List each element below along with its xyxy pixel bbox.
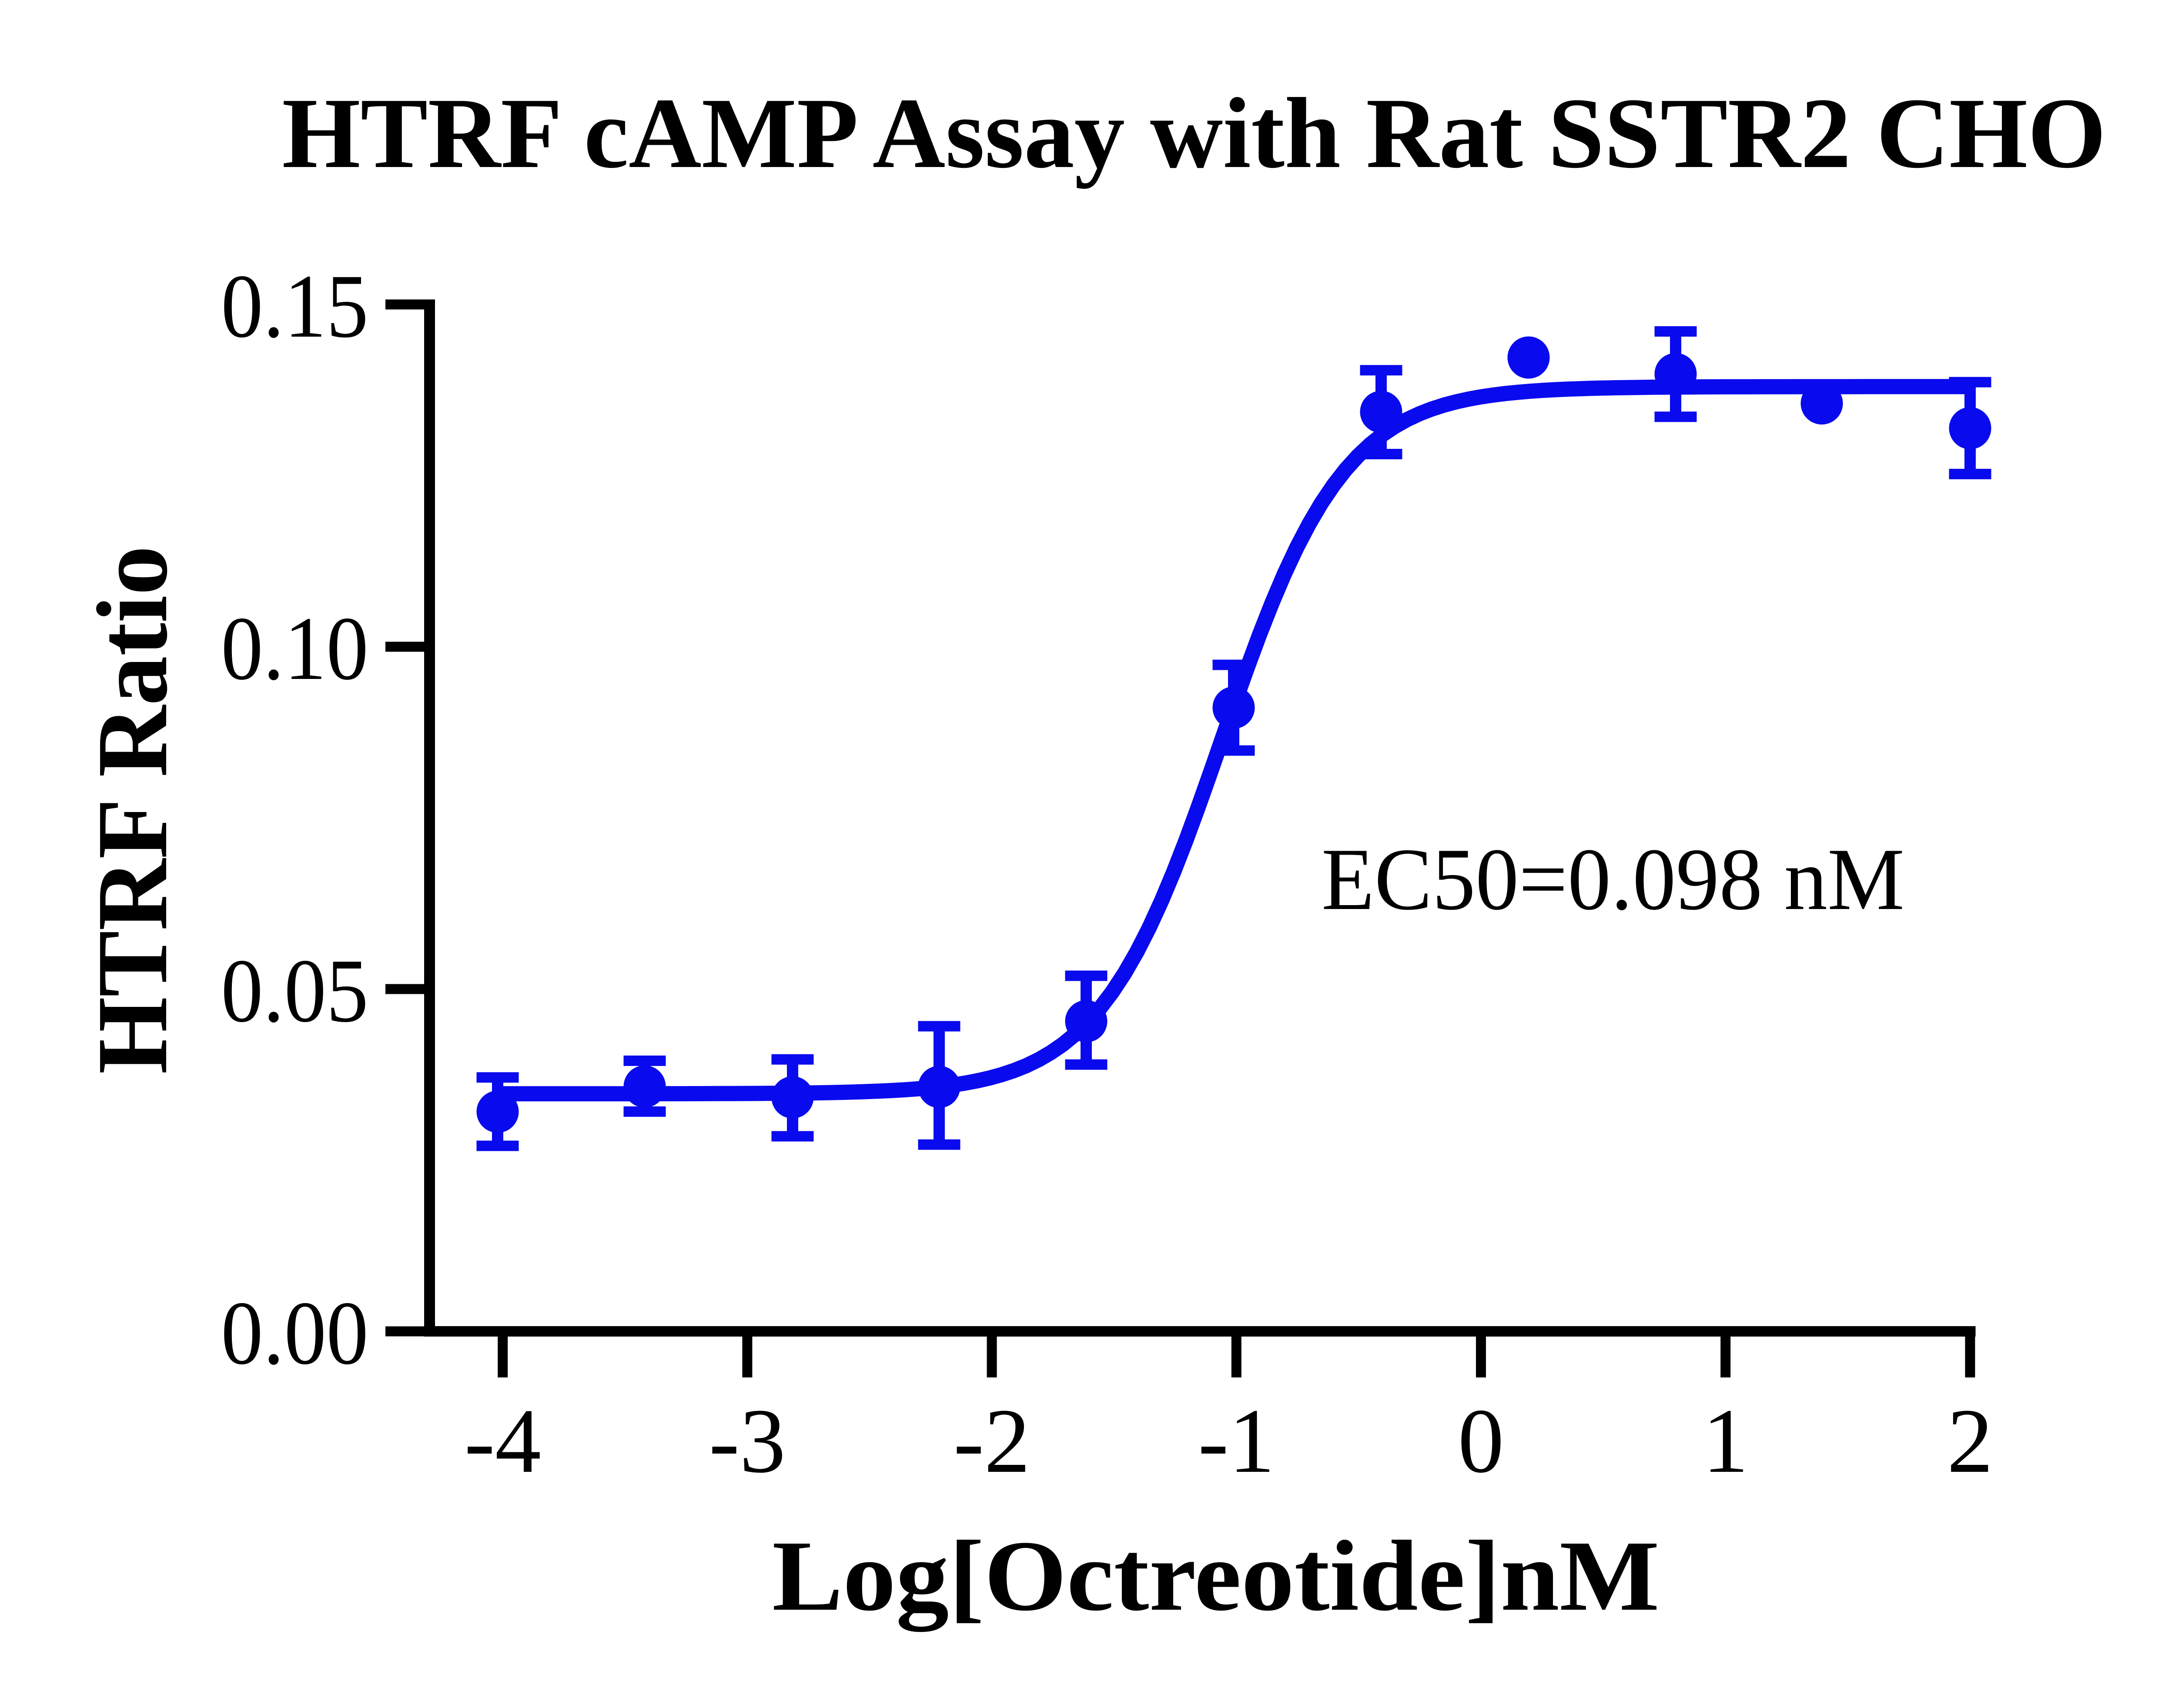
svg-text:-3: -3 [709,1390,786,1492]
svg-text:-1: -1 [1198,1390,1275,1492]
svg-text:0.05: 0.05 [221,941,368,1041]
svg-text:-4: -4 [464,1390,541,1492]
svg-text:0: 0 [1458,1390,1504,1492]
svg-text:EC50=0.098 nM: EC50=0.098 nM [1322,830,1904,929]
svg-text:HTRF Ratio: HTRF Ratio [77,546,188,1074]
svg-text:1: 1 [1703,1390,1749,1492]
svg-text:0.00: 0.00 [221,1283,368,1384]
svg-text:0.10: 0.10 [221,598,368,699]
svg-text:0.15: 0.15 [221,256,368,357]
svg-text:-2: -2 [954,1390,1031,1492]
svg-text:Log[Octreotide]nM: Log[Octreotide]nM [772,1520,1660,1632]
svg-text:HTRF cAMP Assay with Rat SSTR2: HTRF cAMP Assay with Rat SSTR2 CHO [282,77,2106,189]
svg-text:2: 2 [1947,1390,1993,1492]
